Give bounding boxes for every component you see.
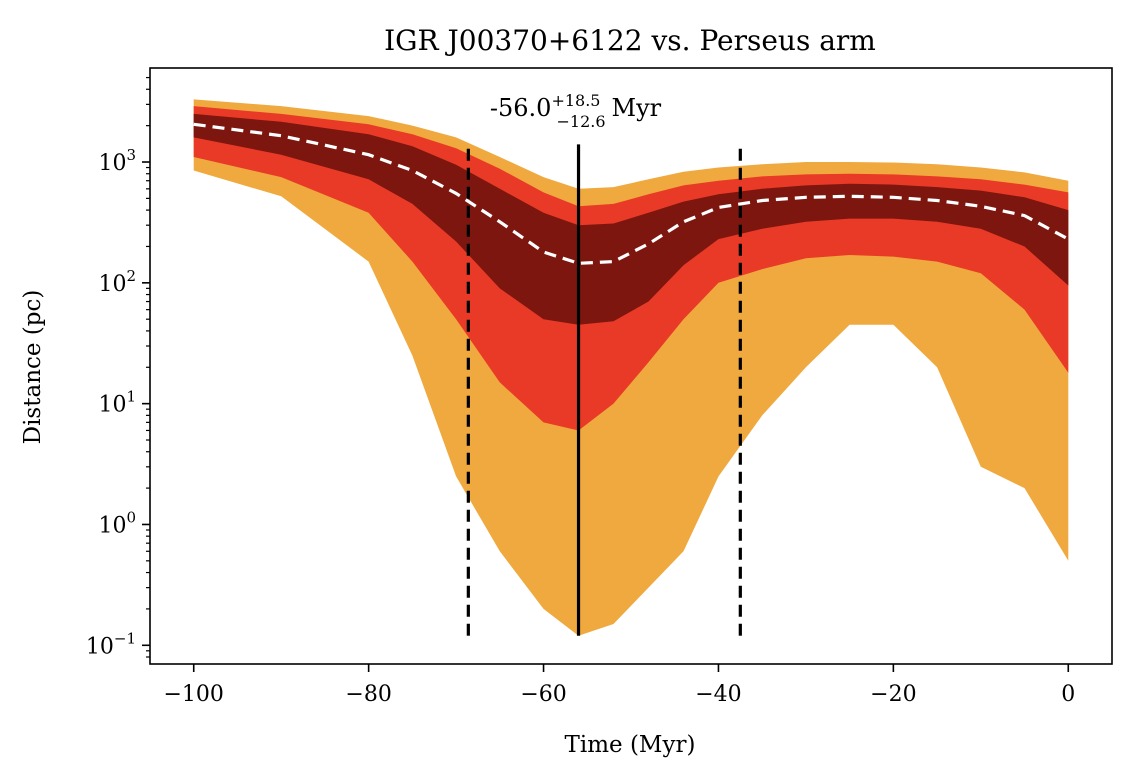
y-tick-label: 100 xyxy=(98,508,136,538)
chart-title: IGR J00370+6122 vs. Perseus arm xyxy=(384,24,876,57)
y-axis-label: Distance (pc) xyxy=(20,290,46,445)
y-tick-label: 10−1 xyxy=(86,629,136,659)
x-tick-label: −40 xyxy=(695,682,741,707)
median-line xyxy=(193,122,1070,265)
x-tick-label: 0 xyxy=(1061,682,1075,707)
plot-area xyxy=(149,67,1113,665)
x-tick-label: −20 xyxy=(870,682,916,707)
x-axis: −100 −80 −60 −40 −20 0 xyxy=(164,664,1075,707)
annotation: -56.0+18.5 −12.6 Myr xyxy=(490,91,662,131)
y-axis: 10−1 100 101 102 103 xyxy=(86,76,150,659)
x-tick-label: −60 xyxy=(520,682,566,707)
x-tick-label: −80 xyxy=(345,682,391,707)
inner-band xyxy=(193,113,1069,325)
timing-annotation: -56.0+18.5 −12.6 Myr xyxy=(490,91,662,131)
y-tick-label: 101 xyxy=(98,388,136,418)
x-axis-label: Time (Myr) xyxy=(565,732,696,758)
y-tick-label: 102 xyxy=(98,267,136,297)
plot-frame xyxy=(149,67,1113,665)
y-tick-label: 103 xyxy=(98,146,136,176)
x-tick-label: −100 xyxy=(164,682,224,707)
